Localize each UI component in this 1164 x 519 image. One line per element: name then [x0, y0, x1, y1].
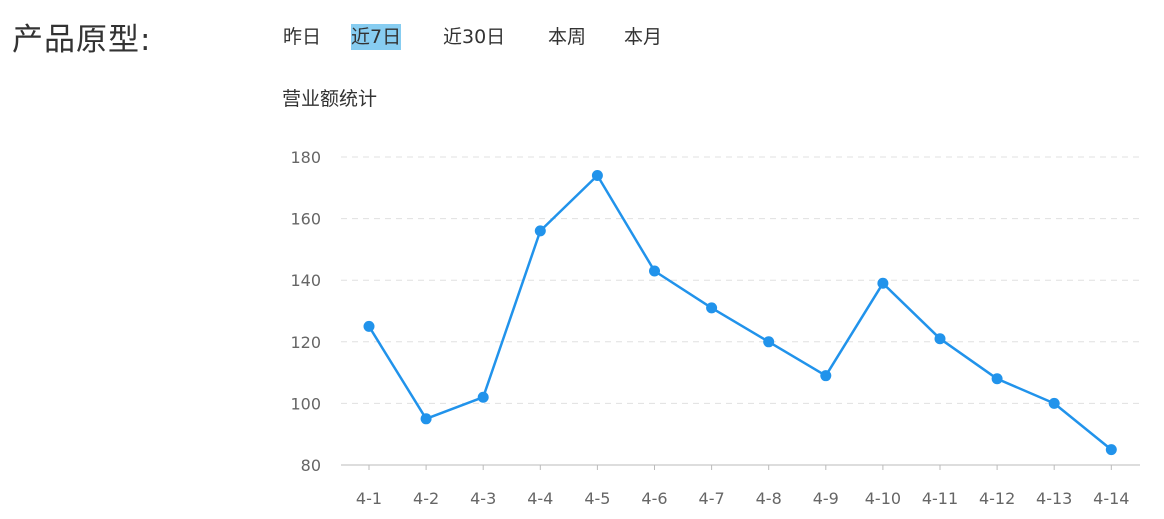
- data-point: [991, 373, 1003, 385]
- data-point: [534, 225, 546, 237]
- data-point: [477, 391, 489, 403]
- series-line: [367, 174, 1113, 451]
- x-tick-label: 4-5: [584, 489, 610, 508]
- x-tick-label: 4-4: [527, 489, 553, 508]
- y-tick-label: 140: [290, 271, 321, 290]
- x-tick-label: 4-9: [813, 489, 839, 508]
- x-tick-label: 4-1: [356, 489, 382, 508]
- x-tick-label: 4-11: [922, 489, 958, 508]
- tab-this-week[interactable]: 本周: [548, 26, 587, 48]
- x-tick-label: 4-2: [413, 489, 439, 508]
- chart-title: 营业额统计: [282, 88, 378, 110]
- y-tick-label: 180: [290, 148, 321, 167]
- data-point: [820, 370, 832, 382]
- x-tick-label: 4-10: [865, 489, 901, 508]
- x-tick-label: 4-3: [470, 489, 496, 508]
- data-point: [763, 336, 775, 348]
- page-title: 产品原型:: [12, 22, 152, 58]
- x-tick-label: 4-14: [1093, 489, 1129, 508]
- data-point: [363, 320, 375, 332]
- data-point: [591, 169, 603, 181]
- data-point: [877, 277, 889, 289]
- y-tick-label: 120: [290, 333, 321, 352]
- data-point: [649, 265, 660, 277]
- data-point: [706, 302, 718, 314]
- x-tick-label: 4-7: [699, 489, 725, 508]
- y-tick-label: 100: [290, 394, 321, 413]
- tab-last-7-days[interactable]: 近7日: [351, 24, 402, 50]
- data-point: [1105, 444, 1117, 456]
- tab-yesterday[interactable]: 昨日: [283, 26, 322, 48]
- tab-this-month[interactable]: 本月: [624, 26, 663, 48]
- x-tick-label: 4-13: [1036, 489, 1072, 508]
- x-tick-label: 4-12: [979, 489, 1015, 508]
- y-tick-label: 160: [290, 210, 321, 229]
- tab-last-30-days[interactable]: 近30日: [443, 26, 506, 48]
- x-tick-label: 4-6: [641, 489, 667, 508]
- x-tick-label: 4-8: [756, 489, 782, 508]
- y-tick-label: 80: [301, 456, 321, 475]
- data-point: [1048, 397, 1060, 409]
- data-point: [420, 413, 432, 425]
- data-point: [934, 333, 946, 345]
